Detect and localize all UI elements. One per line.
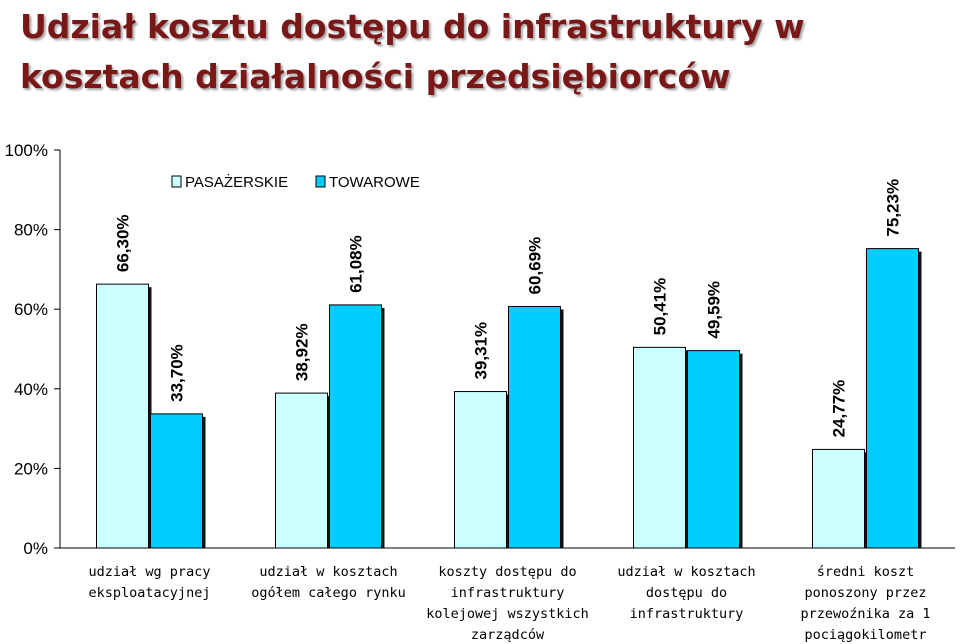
- bar-pasażerskie-3: [454, 391, 507, 549]
- x-category-label-line: kolejowej wszystkich: [426, 606, 589, 622]
- chart-bars: [96, 248, 922, 549]
- data-label: 38,92%: [293, 323, 312, 381]
- data-label: 75,23%: [884, 179, 903, 237]
- x-category-label-line: udział w kosztach: [259, 564, 397, 580]
- data-label: 24,77%: [830, 380, 849, 438]
- chart-title-line-1: Udział kosztu dostępu do infrastruktury …: [20, 7, 805, 46]
- x-category-label-line: koszty dostępu do: [438, 564, 576, 580]
- chart-data-labels: 66,30% 33,70% 38,92% 61,08% 39,31% 60,69% 50,4…: [114, 179, 903, 438]
- data-label: 61,08%: [347, 235, 366, 293]
- x-category-label-line: ogółem całego rynku: [251, 585, 405, 601]
- x-category-label-line: przewoźnika za 1: [800, 606, 930, 622]
- bar-towarowe-5: [866, 248, 919, 549]
- x-category-label: koszty dostępu do infrastruktury kolejowej…: [426, 564, 589, 643]
- bar-pasażerskie-4: [633, 346, 686, 549]
- bar-pasażerskie-5: [812, 448, 865, 549]
- chart-axes: 0% 20% 40% 60% 80% 100%: [5, 141, 955, 558]
- data-label: 50,41%: [651, 278, 670, 336]
- x-category-label: udział wg pracy eksploatacyjnej: [89, 564, 211, 601]
- bar-towarowe-4: [687, 350, 740, 549]
- x-category-label-line: infrastruktury: [451, 585, 565, 601]
- x-category-label-line: udział w kosztach: [617, 564, 755, 580]
- x-category-label-line: infrastruktury: [630, 606, 744, 622]
- chart-title: Udział kosztu dostępu do infrastruktury …: [20, 2, 940, 102]
- y-tick-label: 0%: [23, 539, 48, 558]
- x-category-label-line: eksploatacyjnej: [89, 585, 211, 601]
- bar-towarowe-2: [329, 304, 382, 549]
- data-label: 33,70%: [168, 344, 187, 402]
- y-tick-label: 80%: [14, 221, 48, 240]
- legend-label: TOWAROWE: [329, 174, 420, 191]
- y-tick-label: 20%: [14, 459, 48, 478]
- x-category-label-line: ponoszony przez: [805, 585, 927, 601]
- legend-label: PASAŻERSKIE: [185, 173, 288, 191]
- x-category-label-line: zarządców: [471, 627, 545, 643]
- data-label: 66,30%: [114, 214, 133, 272]
- chart-title-line-2: kosztach działalności przedsiębiorców: [20, 57, 731, 96]
- y-tick-label: 40%: [14, 380, 48, 399]
- bar-pasażerskie-1: [96, 283, 149, 549]
- y-tick-label: 60%: [14, 300, 48, 319]
- x-category-label-line: pociągokilometr: [805, 627, 927, 643]
- data-label: 49,59%: [705, 281, 724, 339]
- legend-swatch: [171, 175, 182, 188]
- bar-towarowe-1: [150, 413, 203, 549]
- x-category-label-line: dostępu do: [646, 585, 727, 601]
- data-label: 60,69%: [526, 237, 545, 295]
- x-category-label: udział w kosztach ogółem całego rynku: [251, 564, 405, 601]
- bar-towarowe-3: [508, 305, 561, 549]
- chart-category-labels: udział wg pracy eksploatacyjnej udział w k…: [89, 564, 931, 643]
- legend-swatch: [315, 175, 326, 188]
- x-category-label-line: średni koszt: [817, 564, 915, 580]
- chart-legend: PASAŻERSKIE TOWAROWE: [171, 173, 420, 191]
- data-label: 39,31%: [472, 322, 491, 380]
- x-category-label-line: udział wg pracy: [89, 564, 211, 580]
- bar-pasażerskie-2: [275, 392, 328, 549]
- x-category-label: średni koszt ponoszony przez przewoźnika z…: [800, 564, 930, 643]
- y-tick-label: 100%: [5, 141, 48, 160]
- x-category-label: udział w kosztach dostępu do infrastruktur…: [617, 564, 755, 622]
